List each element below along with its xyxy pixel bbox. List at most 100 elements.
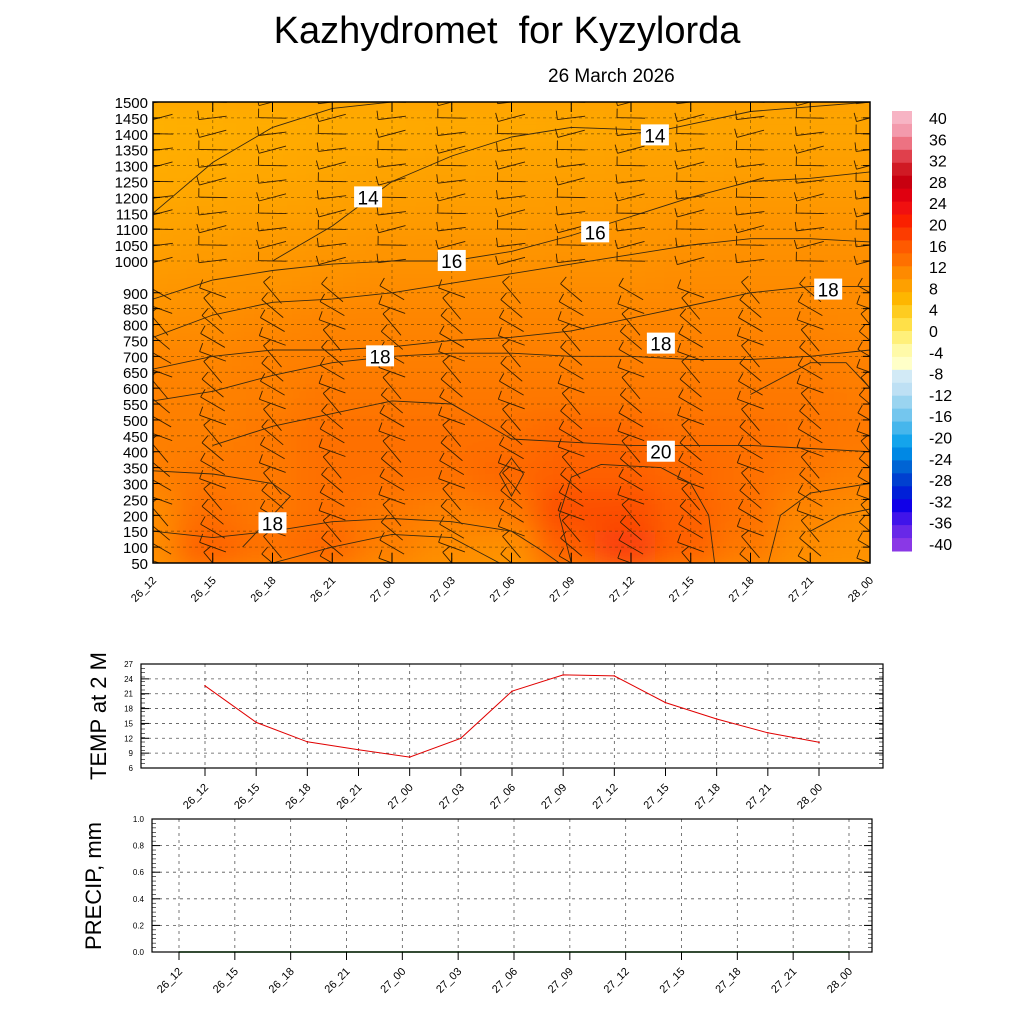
wind-barb-staff [858,331,870,342]
wind-barb-staff [678,396,704,412]
wind-barb-flag [442,355,450,362]
wind-barb [614,239,645,250]
wind-barb-flag [737,436,744,445]
wind-barb-staff [799,410,822,430]
wind-barb-staff [617,367,645,378]
wind-barb [678,452,704,476]
wind-barb-flag [500,356,507,364]
wind-barb-staff [499,380,524,396]
wind-barb-staff [618,476,644,491]
wind-barb [679,371,702,398]
wind-barb [435,239,466,250]
wind-barb-flag [621,371,630,378]
wind-barb-staff [200,460,226,476]
wind-barb-flag [199,406,204,416]
wind-barb-staff [260,380,285,396]
temperature-contours [153,102,870,563]
wind-barb [322,387,342,416]
wind-barb [558,420,584,444]
wind-barb-flag [558,293,565,302]
wind-barb [500,419,523,446]
wind-barb [203,418,223,447]
wind-barb [442,418,462,447]
wind-barb [257,102,275,107]
wind-barb-flag [739,483,746,491]
wind-barb-flag [321,340,328,348]
wind-barb [319,293,345,317]
contour-label: 18 [258,512,287,535]
wind-barb [317,124,347,135]
wind-barb [621,307,641,336]
wind-barb-flag [376,253,379,263]
wind-barb [557,311,585,330]
wind-barb [854,142,870,152]
wind-barb [497,124,526,135]
wind-barb-staff [619,394,643,414]
wind-barb-flag [378,422,383,432]
wind-barb [261,483,284,509]
wind-barb-staff [736,129,765,138]
wind-barb [261,419,284,446]
wind-barb [735,205,765,216]
wind-barb-staff [203,424,223,447]
colorbar-swatch [892,240,912,254]
page-title: Kazhydromet for Kyzylorda [273,10,741,52]
wind-barb [735,110,765,121]
wind-barb-flag [257,221,260,231]
wind-barb [857,341,870,357]
wind-barb [258,156,287,167]
wind-barb-flag [378,486,383,495]
wind-barb-flag [681,355,689,362]
colorbar-swatch [892,149,912,164]
wind-barb-flag [735,110,738,120]
temp-axes: 6 9 12 15 18 21 24 27 26_12 26_15 26_18 26_21 27_00 2… [124,660,883,812]
x-tick-label: 27_03 [437,782,467,812]
wind-barb-flag [438,406,443,416]
wind-barb [258,204,287,214]
wind-barb-flag [797,357,804,366]
wind-barb-staff [560,474,583,493]
wind-barb [737,500,763,523]
wind-barb-flag [555,253,558,263]
y-tick-label: 1300 [115,159,148,176]
wind-barb-flag [258,454,263,463]
wind-barb-flag [203,482,211,490]
wind-barb [681,355,701,384]
wind-barb-staff [198,115,227,121]
wind-barb-flag [259,500,266,509]
wind-barb-flag [679,308,687,316]
wind-barb [201,499,224,525]
wind-barb-flag [853,160,857,170]
contour-line-18 [153,349,870,402]
wind-barb [676,219,705,230]
wind-barb [436,126,466,136]
wind-barb-flag [735,205,738,216]
wind-barb-staff [737,525,764,537]
wind-barb-staff [797,492,823,507]
wind-barb-flag [618,532,624,541]
wind-barb [440,371,463,398]
wind-barb [437,156,466,167]
wind-barb [436,174,466,184]
contour-line-20 [767,483,870,563]
wind-barb-staff [379,539,405,555]
wind-barb [199,470,227,489]
wind-barb-flag [259,309,266,318]
wind-barb [261,292,284,318]
wind-barb-staff [198,258,227,264]
contour-line-20 [558,463,716,563]
wind-barb [196,223,227,234]
wind-barb [496,237,526,248]
wind-barb-flag [315,255,320,265]
contour-label-text: 16 [585,223,606,244]
wind-barb [739,419,762,446]
wind-barb [435,192,466,202]
wind-barb-staff [857,348,870,357]
wind-barb [674,208,705,218]
wind-barb-flag [561,323,570,331]
wind-barb [856,422,870,437]
colorbar-tick-label: 40 [929,111,947,128]
wind-barb-flag [674,208,678,218]
wind-barb-staff [856,260,870,266]
wind-barb-staff [500,553,513,563]
